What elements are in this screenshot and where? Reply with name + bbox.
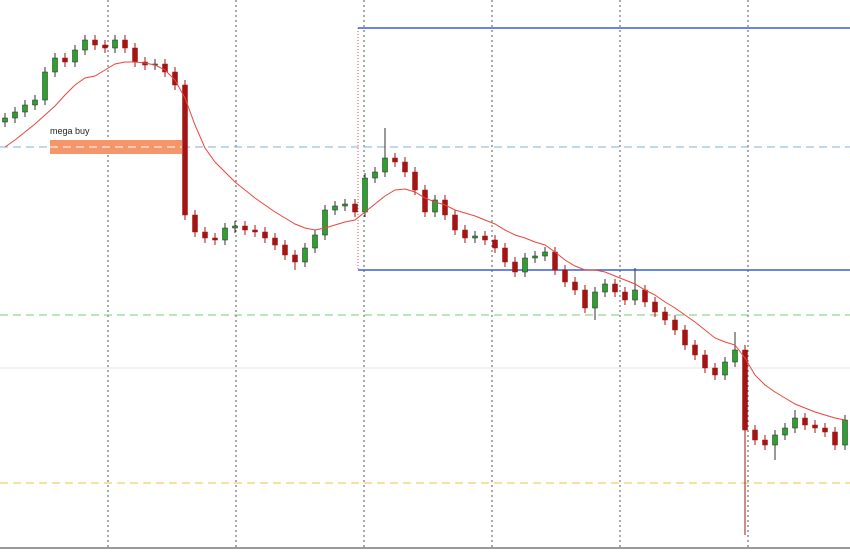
candle-body — [82, 39, 88, 51]
candle-body — [302, 247, 308, 263]
candle-body — [182, 84, 188, 216]
candle-body — [322, 209, 328, 236]
candle-body — [672, 319, 678, 331]
candle-body — [232, 225, 238, 229]
candle-body — [842, 419, 848, 446]
candle-body — [372, 171, 378, 179]
candle-body — [102, 44, 108, 49]
candle-body — [52, 57, 58, 73]
candle-body — [572, 281, 578, 291]
candle-body — [622, 291, 628, 301]
candle-body — [352, 203, 358, 213]
candle-body — [802, 417, 808, 426]
candle-body — [72, 49, 78, 63]
candle-body — [502, 247, 508, 263]
candle-body — [662, 311, 668, 321]
candle-body — [642, 289, 648, 303]
candle-body — [562, 269, 568, 283]
candle-body — [222, 227, 228, 241]
candle-body — [462, 229, 468, 239]
candle-body — [412, 171, 418, 191]
annotation: mega buy — [50, 126, 90, 136]
candle-body — [442, 199, 448, 216]
candle-body — [42, 71, 48, 101]
candle-body — [692, 344, 698, 356]
candle-body — [172, 71, 178, 86]
candle-body — [92, 39, 98, 46]
candle-body — [342, 203, 348, 207]
candle-body — [582, 289, 588, 309]
candle-body — [202, 231, 208, 239]
candle-body — [742, 349, 748, 431]
candle-body — [792, 417, 798, 429]
candle-body — [782, 427, 788, 436]
candle-body — [512, 261, 518, 273]
candle-body — [12, 111, 18, 119]
candle-body — [752, 429, 758, 441]
candle-body — [772, 434, 778, 446]
candle-body — [252, 229, 258, 233]
candle-body — [542, 251, 548, 257]
candle-body — [492, 239, 498, 249]
candle-body — [292, 254, 298, 263]
candle-body — [432, 199, 438, 213]
candle-body — [832, 431, 838, 446]
candle-body — [422, 189, 428, 213]
moving-average — [4, 61, 846, 421]
plot — [2, 35, 848, 535]
candle-body — [2, 117, 8, 123]
candle-body — [822, 427, 828, 433]
candle-body — [522, 257, 528, 273]
candle-body — [212, 237, 218, 241]
candle-body — [332, 205, 338, 211]
candle-body — [682, 329, 688, 346]
candle-body — [132, 47, 138, 63]
candle-body — [22, 104, 28, 113]
candle-body — [122, 39, 128, 49]
candle-body — [712, 367, 718, 376]
candle-body — [592, 291, 598, 309]
candle-body — [192, 214, 198, 233]
candle-body — [722, 361, 728, 376]
candle-body — [272, 237, 278, 246]
candle-body — [402, 161, 408, 173]
candle-body — [262, 231, 268, 239]
candle-body — [362, 177, 368, 213]
candle-body — [612, 283, 618, 293]
candle-body — [602, 283, 608, 293]
candle-body — [162, 63, 168, 73]
candle-body — [312, 234, 318, 249]
candle-body — [32, 99, 38, 106]
candle-body — [62, 57, 68, 63]
candle-body — [812, 424, 818, 429]
candle-body — [532, 255, 538, 259]
candle-body — [392, 157, 398, 163]
candle-body — [762, 439, 768, 446]
candle-body — [472, 235, 478, 239]
candle-body — [382, 157, 388, 173]
candle-body — [482, 235, 488, 241]
candle-body — [112, 39, 118, 49]
candle-body — [282, 244, 288, 256]
candle-body — [632, 289, 638, 301]
candle-body — [452, 214, 458, 231]
candle-body — [652, 301, 658, 313]
grid — [107, 0, 749, 548]
candle-body — [242, 225, 248, 231]
candle-body — [732, 349, 738, 363]
candle-body — [702, 354, 708, 369]
candle-body — [552, 251, 558, 271]
